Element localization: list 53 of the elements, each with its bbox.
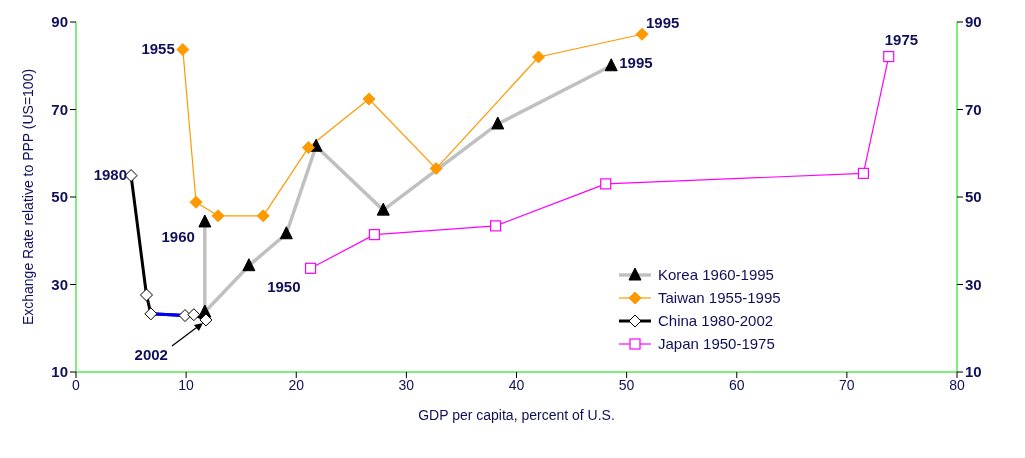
point xyxy=(489,220,502,232)
point xyxy=(635,27,649,41)
point xyxy=(600,178,612,190)
x-tick-label: 70 xyxy=(839,376,855,393)
x-tick-label: 20 xyxy=(288,376,305,393)
y-tick-label: 10 xyxy=(51,363,68,381)
y2-tick-label: 30 xyxy=(965,275,982,293)
point xyxy=(532,50,546,64)
point xyxy=(368,229,381,241)
x-tick-label: 40 xyxy=(508,376,525,393)
y-tick-label: 30 xyxy=(51,275,68,293)
point xyxy=(857,167,869,179)
point xyxy=(429,162,443,176)
legend-label: Taiwan 1955-1995 xyxy=(658,289,781,306)
point xyxy=(211,209,225,223)
y2-tick-label: 10 xyxy=(965,363,982,381)
annotation: 1955 xyxy=(141,39,175,57)
y2-tick-label: 70 xyxy=(965,100,982,118)
point xyxy=(187,308,201,322)
point xyxy=(189,195,203,209)
annotation: 2002 xyxy=(134,345,168,363)
y-tick-label: 90 xyxy=(51,13,68,31)
point xyxy=(144,307,158,321)
annotation: 1995 xyxy=(646,14,680,32)
legend-label: China 1980-2002 xyxy=(658,312,774,329)
point xyxy=(176,43,190,57)
y-tick-label: 70 xyxy=(51,100,68,118)
annotation: 1960 xyxy=(161,227,195,245)
x-axis-title: GDP per capita, percent of U.S. xyxy=(418,407,615,423)
x-tick-label: 0 xyxy=(72,376,81,393)
legend-label: Japan 1950-1975 xyxy=(658,335,775,352)
x-tick-label: 50 xyxy=(618,376,635,393)
point xyxy=(304,262,317,274)
y-axis-title: Exchange Rate relative to PPP (US=100) xyxy=(19,68,36,326)
y2-tick-label: 50 xyxy=(965,188,982,206)
x-tick-label: 10 xyxy=(178,376,195,393)
point xyxy=(139,288,153,302)
x-tick-label: 30 xyxy=(398,376,415,393)
point xyxy=(178,309,192,323)
annotation: 1980 xyxy=(93,165,128,183)
annotation: 1950 xyxy=(267,278,301,296)
x-tick-label: 60 xyxy=(728,376,745,393)
point xyxy=(199,313,213,327)
point xyxy=(362,92,376,106)
y-tick-label: 50 xyxy=(51,188,68,206)
legend-label: Korea 1960-1995 xyxy=(658,266,774,283)
point xyxy=(256,209,270,223)
annotation: 1975 xyxy=(884,30,919,48)
x-tick-label: 80 xyxy=(949,376,965,393)
point xyxy=(301,141,315,155)
point xyxy=(883,50,895,63)
y2-tick-label: 90 xyxy=(965,13,982,31)
annotation: 1995 xyxy=(619,53,653,71)
